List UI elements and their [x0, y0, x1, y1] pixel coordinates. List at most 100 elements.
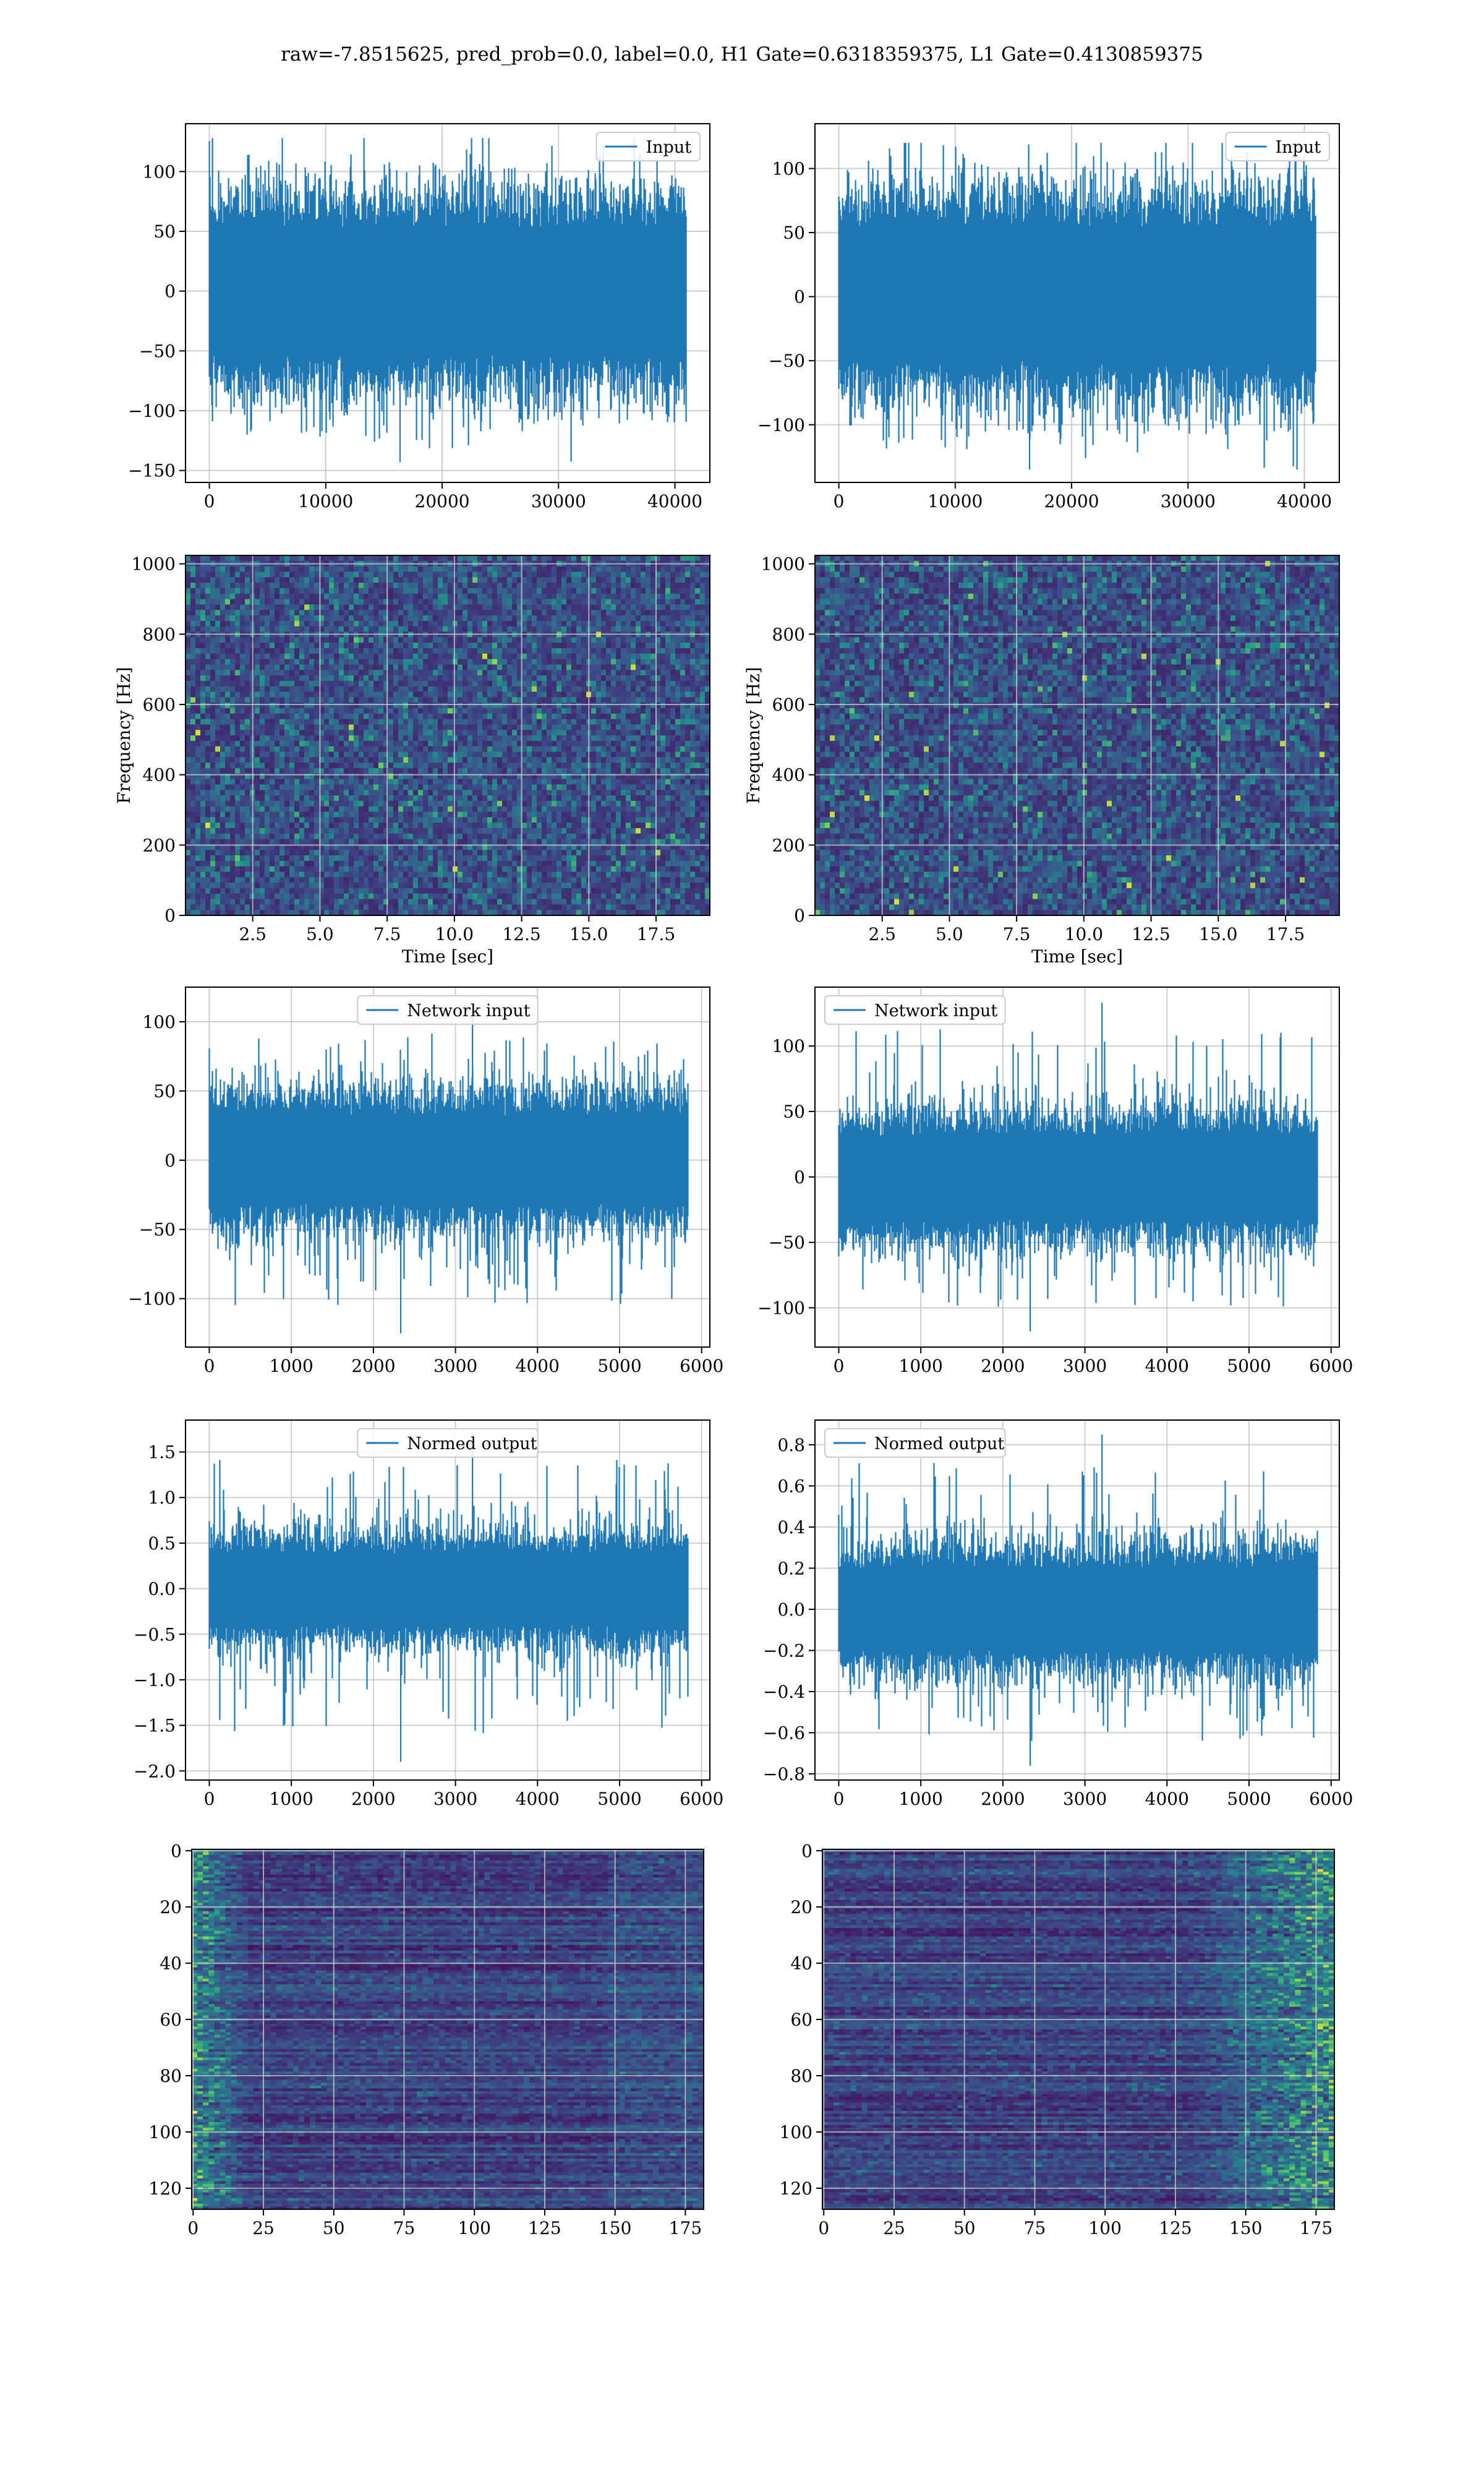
heatmap-cell	[502, 675, 508, 682]
heatmap-cell	[685, 620, 691, 627]
heatmap-cell	[398, 740, 404, 747]
heatmap-cell	[284, 730, 290, 736]
heatmap-cell	[690, 757, 696, 763]
heatmap-cell	[195, 713, 201, 720]
heatmap-cell	[378, 768, 384, 774]
heatmap-cell	[685, 588, 691, 594]
heatmap-cell	[581, 751, 587, 758]
heatmap-cell	[453, 708, 458, 714]
heatmap-cell	[601, 626, 607, 633]
heatmap-cell	[225, 784, 231, 790]
heatmap-cell	[220, 604, 226, 610]
heatmap-cell	[532, 675, 537, 682]
heatmap-cell	[403, 763, 409, 769]
heatmap-cell	[344, 795, 349, 802]
heatmap-cell	[458, 604, 463, 610]
heatmap-cell	[186, 664, 191, 670]
heatmap-cell	[344, 680, 349, 687]
heatmap-cell	[561, 719, 567, 725]
heatmap-cell	[408, 735, 414, 742]
heatmap-cell	[675, 784, 681, 790]
heatmap-cell	[507, 620, 513, 627]
heatmap-cell	[581, 593, 587, 600]
heatmap-cell	[314, 588, 320, 594]
heatmap-cell	[626, 615, 631, 622]
heatmap-cell	[606, 746, 612, 753]
heatmap-cell	[393, 675, 399, 682]
heatmap-cell	[393, 680, 399, 687]
heatmap-cell	[294, 779, 300, 785]
heatmap-cell	[255, 664, 260, 670]
heatmap-cell	[245, 724, 250, 730]
heatmap-cell	[690, 800, 696, 807]
axes-frame	[814, 123, 1340, 483]
heatmap-cell	[299, 724, 305, 730]
heatmap-cell	[665, 746, 671, 753]
heatmap-cell	[265, 577, 270, 583]
heatmap-cell	[527, 571, 532, 578]
heatmap-cell	[547, 713, 552, 720]
heatmap-cell	[294, 713, 300, 720]
heatmap-cell	[373, 675, 379, 682]
heatmap-cell	[339, 583, 344, 589]
heatmap-cell	[641, 724, 646, 730]
heatmap-cell	[344, 740, 349, 747]
heatmap-cell	[304, 615, 310, 622]
heatmap-cell	[255, 691, 260, 698]
heatmap-cell	[467, 763, 473, 769]
heatmap-cell	[443, 697, 448, 703]
heatmap-cell	[260, 566, 265, 573]
heatmap-cell	[398, 784, 404, 790]
heatmap-cell	[428, 746, 433, 753]
heatmap-cell	[408, 708, 414, 714]
heatmap-cell	[294, 648, 300, 654]
heatmap-cell	[670, 599, 676, 605]
heatmap-cell	[240, 784, 245, 790]
heatmap-cell	[660, 675, 666, 682]
heatmap-cell	[270, 604, 275, 610]
heatmap-cell	[289, 588, 295, 594]
heatmap-cell	[596, 779, 602, 785]
heatmap-cell	[433, 604, 438, 610]
heatmap-cell	[448, 675, 453, 682]
heatmap-cell	[680, 795, 686, 802]
heatmap-cell	[601, 555, 607, 562]
heatmap-cell	[364, 637, 369, 643]
heatmap-cell	[695, 599, 701, 605]
heatmap-cell	[378, 626, 384, 633]
heatmap-cell	[413, 784, 419, 790]
heatmap-cell	[398, 566, 404, 573]
heatmap-cell	[507, 708, 513, 714]
heatmap-cell	[650, 648, 656, 654]
heatmap-cell	[641, 800, 646, 807]
heatmap-cell	[230, 735, 236, 742]
heatmap-cell	[275, 779, 280, 785]
heatmap-cell	[660, 779, 666, 785]
heatmap-cell	[324, 768, 330, 774]
heatmap-cell	[349, 610, 354, 616]
heatmap-cell	[393, 691, 399, 698]
heatmap-cell	[418, 708, 424, 714]
heatmap-cell	[665, 653, 671, 660]
heatmap-cell	[299, 566, 305, 573]
heatmap-cell	[660, 708, 666, 714]
heatmap-cell	[631, 615, 636, 622]
heatmap-cell	[438, 784, 443, 790]
heatmap-cell	[304, 800, 310, 807]
heatmap-cell	[581, 588, 587, 594]
heatmap-cell	[220, 675, 226, 682]
heatmap-cell	[522, 708, 527, 714]
heatmap-cell	[369, 757, 374, 763]
heatmap-cell	[477, 779, 483, 785]
heatmap-cell	[641, 708, 646, 714]
heatmap-cell	[294, 577, 300, 583]
heatmap-cell	[621, 615, 626, 622]
heatmap-cell	[670, 686, 676, 693]
heatmap-cell	[309, 800, 315, 807]
heatmap-cell	[403, 751, 409, 758]
heatmap-cell	[373, 713, 379, 720]
heatmap-cell	[210, 604, 216, 610]
heatmap-cell	[230, 648, 236, 654]
heatmap-cell	[270, 703, 275, 709]
heatmap-cell	[270, 768, 275, 774]
